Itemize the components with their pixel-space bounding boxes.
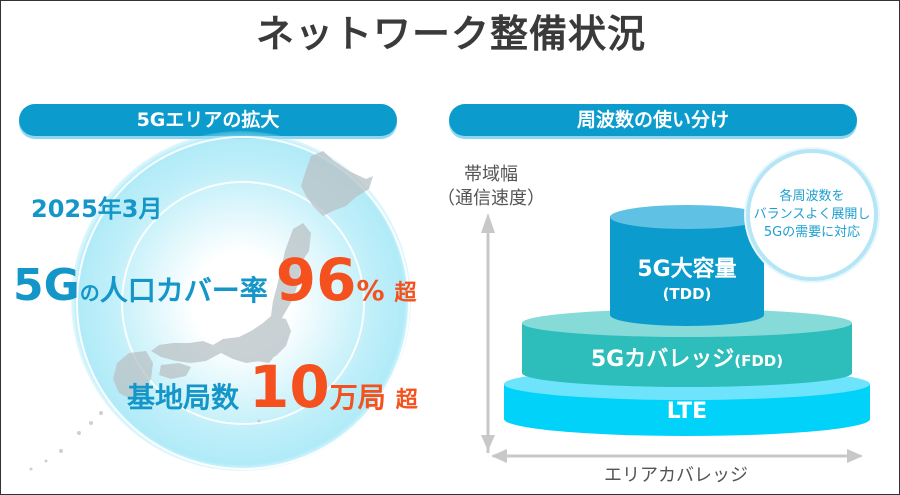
y-axis-label-line1: 帯域幅 — [464, 164, 518, 185]
base-station-unit: 万局 — [329, 381, 386, 414]
arrow-down-icon — [481, 435, 495, 451]
note-line-1: 各周波数を — [779, 189, 845, 204]
arrow-up-icon — [481, 213, 495, 233]
coverage-value: 96 — [275, 246, 357, 314]
date-label: 2025年3月 — [31, 195, 163, 223]
x-axis-label: エリアカバレッジ — [604, 465, 748, 486]
coverage-unit: % — [356, 274, 385, 307]
layer-5g-capacity-sub: (TDD) — [662, 285, 712, 303]
population-coverage-stat: 5Gの人口カバー率 96% 超 — [13, 246, 417, 314]
layer-5g-capacity-name: 5G大容量 — [637, 257, 737, 282]
y-axis-label-line2: （通信速度） — [437, 188, 545, 209]
base-station-stat: 基地局数 10万局超 — [127, 353, 418, 421]
coverage-suffix: 超 — [394, 281, 417, 306]
coverage-label: 人口カバー率 — [99, 274, 268, 307]
y-axis-label: 帯域幅 （通信速度） — [431, 163, 551, 211]
layer-5g-capacity — [610, 205, 764, 326]
page-title: ネットワーク整備状況 — [255, 12, 646, 56]
layer-5g-coverage-sub: (FDD) — [734, 352, 784, 370]
section-header-frequency: 周波数の使い分け — [449, 104, 857, 136]
coverage-5g-prefix: 5G — [13, 260, 80, 311]
coverage-particle: の — [79, 281, 100, 305]
layer-5g-coverage-label: 5Gカバレッジ(FDD) — [522, 341, 852, 373]
coverage-ring-outer — [76, 136, 410, 470]
layer-5g-coverage-name: 5Gカバレッジ — [590, 347, 735, 372]
base-station-label: 基地局数 — [127, 381, 240, 414]
arrow-right-icon — [847, 449, 863, 463]
note-line-2: バランスよく展開し — [753, 207, 871, 222]
japan-map-icon — [29, 151, 373, 471]
base-station-value: 10 — [249, 353, 330, 421]
note-bubble: 各周波数を バランスよく展開し 5Gの需要に対応 — [746, 149, 878, 281]
layer-lte-label: LTE — [666, 399, 708, 424]
section-header-5g-area: 5Gエリアの拡大 — [19, 104, 397, 136]
layer-5g-capacity-label: 5G大容量 (TDD) — [610, 251, 764, 303]
arrow-left-icon — [491, 449, 507, 463]
base-station-suffix: 超 — [395, 388, 418, 413]
note-line-3: 5Gの需要に対応 — [763, 225, 861, 240]
